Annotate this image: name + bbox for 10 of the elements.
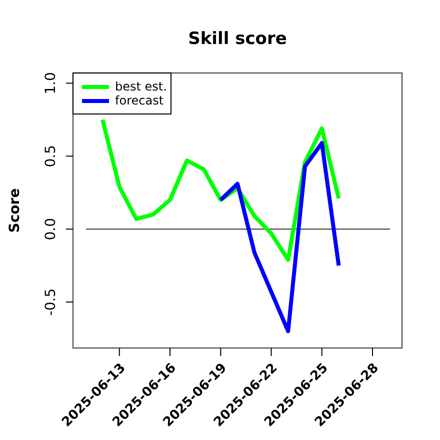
y-tick-label: 1.0	[42, 72, 59, 94]
y-axis-title: Score	[7, 188, 23, 233]
line-series	[218, 141, 341, 334]
y-tick-label: 0.0	[42, 218, 59, 240]
legend-label: best est.	[115, 79, 167, 94]
y-tick-label: -0.5	[42, 288, 59, 316]
line-series	[100, 118, 341, 262]
chart-title: Skill score	[188, 29, 287, 49]
y-tick-label: 0.5	[42, 145, 59, 168]
legend-label: forecast	[115, 93, 164, 108]
